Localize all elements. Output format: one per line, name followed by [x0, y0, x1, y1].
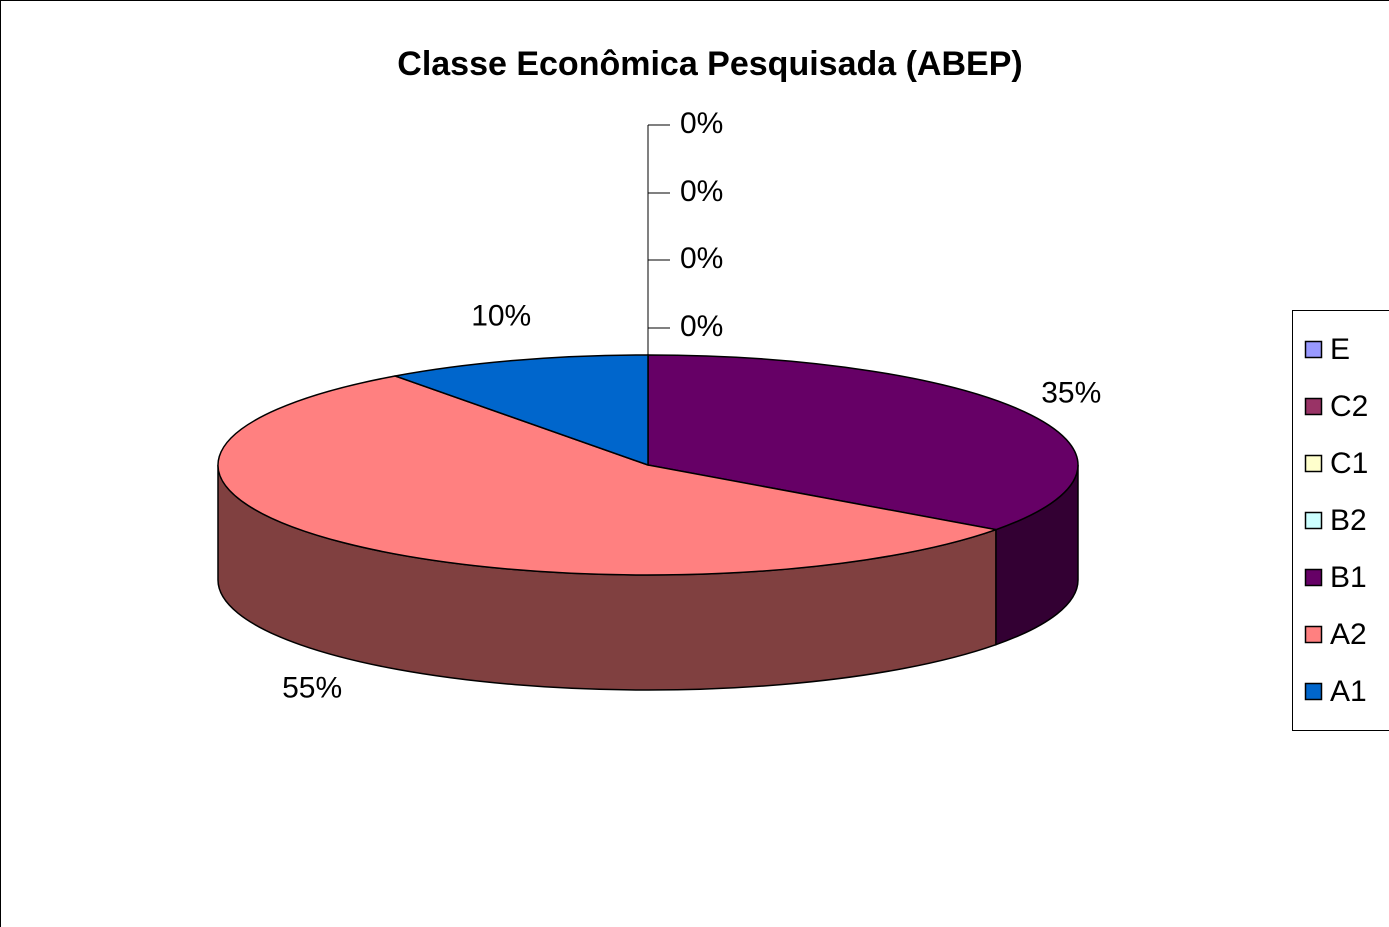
legend-label: C2 [1330, 390, 1368, 423]
legend-swatch [1304, 625, 1323, 644]
pie-slice [647, 354, 1079, 531]
data-label: 10% [471, 300, 531, 333]
legend-swatch [1304, 568, 1323, 587]
data-label: 35% [1041, 377, 1101, 410]
legend-label: A1 [1330, 675, 1367, 708]
legend-label: C1 [1330, 447, 1368, 480]
legend-label: B2 [1330, 504, 1367, 537]
data-label: 0% [680, 242, 723, 275]
legend-swatch [1304, 397, 1323, 416]
legend-swatch [1304, 340, 1323, 359]
data-label: 0% [680, 310, 723, 343]
legend-label: E [1330, 333, 1350, 366]
data-label: 0% [680, 175, 723, 208]
legend-swatch [1304, 454, 1323, 473]
data-label: 55% [282, 672, 342, 705]
pie-slice [392, 354, 649, 467]
legend-label: B1 [1330, 561, 1367, 594]
legend-swatch [1304, 682, 1323, 701]
chart-title: Classe Econômica Pesquisada (ABEP) [397, 45, 1022, 83]
pie-slice [217, 375, 999, 576]
data-label: 0% [680, 107, 723, 140]
legend-swatch [1304, 511, 1323, 530]
legend-label: A2 [1330, 618, 1367, 651]
